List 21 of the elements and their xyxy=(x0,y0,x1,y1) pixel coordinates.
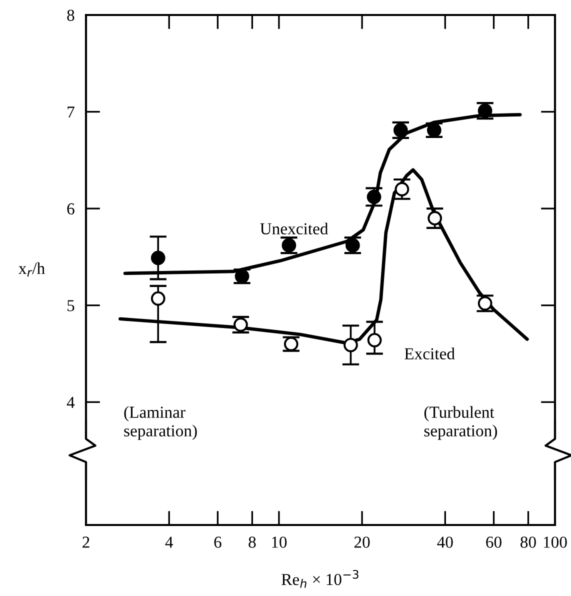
y-tick-label: 7 xyxy=(68,106,74,118)
x-tick-label: 10 xyxy=(272,536,287,548)
annotation: (Laminar separation) xyxy=(124,406,197,440)
annotation: (Turbulent separation) xyxy=(424,406,497,440)
text: Excited xyxy=(404,348,455,360)
x-tick-label: 8 xyxy=(248,536,256,548)
x-tick-label: 2 xyxy=(82,536,90,548)
x-tick-label: 100 xyxy=(544,536,567,548)
y-axis-title: x$_{r}$/h xyxy=(18,262,45,277)
y-tick-label: 5 xyxy=(68,300,74,312)
y-tick-label: 6 xyxy=(67,203,74,214)
x-tick-label: 40 xyxy=(437,536,453,548)
x-tick-label: 4 xyxy=(165,536,174,548)
x-axis-title: Re$_{h}$ × 10$^{−3}$ xyxy=(282,570,358,588)
series-label: Unexcited xyxy=(260,222,328,234)
y-tick-label: 4 xyxy=(66,396,75,408)
x-tick-label: 80 xyxy=(520,536,536,548)
x-tick-label: 6 xyxy=(214,536,222,548)
x-tick-label: 20 xyxy=(354,536,370,548)
y-tick-label: 8 xyxy=(67,10,74,21)
x-tick-label: 60 xyxy=(486,536,502,548)
